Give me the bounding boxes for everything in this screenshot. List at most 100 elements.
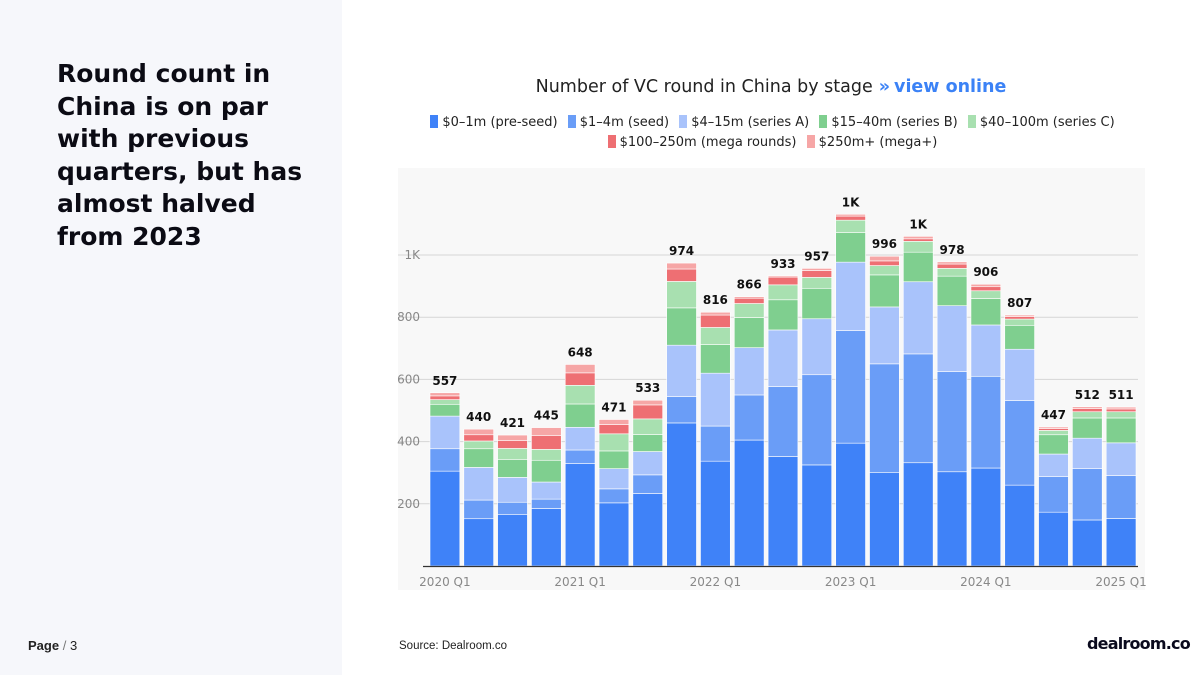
bar-segment-mega_rounds	[463, 434, 494, 442]
bar-segment-series_c	[835, 219, 866, 233]
bar-segment-mega_rounds	[1072, 408, 1103, 413]
bar-segment-mega_plus	[936, 261, 968, 265]
bar-segment-mega_plus	[1004, 314, 1035, 317]
bar-segment-mega_plus	[700, 311, 731, 316]
page-number: 3	[69, 638, 78, 653]
legend-swatch	[607, 135, 616, 148]
bar-segment-series_b	[564, 403, 596, 428]
legend-label: $15–40m (series B)	[831, 115, 958, 130]
bar-segment-pre_seed	[835, 442, 866, 567]
bar-segment-series_a	[767, 329, 799, 387]
bar-total-label: 447	[1041, 408, 1066, 422]
bar-total-label: 421	[500, 416, 525, 430]
bar-segment-series_b	[598, 450, 630, 469]
bar-total-label: 471	[601, 401, 626, 415]
bar-segment-mega_rounds	[970, 286, 1002, 292]
bar-segment-series_c	[564, 385, 596, 405]
bar-segment-seed	[632, 474, 663, 494]
bar-segment-series_c	[869, 265, 900, 276]
bar-segment-series_b	[700, 344, 731, 374]
view-online-link[interactable]: view online	[894, 77, 1007, 97]
legend-label: $100–250m (mega rounds)	[619, 135, 797, 150]
bar-segment-series_b	[1038, 434, 1069, 455]
legend-item-series-b: $15–40m (series B)	[819, 113, 958, 133]
bar-segment-pre_seed	[1105, 518, 1137, 567]
bar-total-label: 906	[973, 265, 998, 279]
bar-segment-series_b	[531, 459, 562, 483]
bar-total-label: 978	[940, 243, 965, 257]
bar-segment-mega_plus	[429, 392, 461, 397]
bar-segment-series_c	[632, 418, 663, 435]
x-tick-label: 2022 Q1	[690, 575, 741, 589]
bar-segment-mega_plus	[1038, 426, 1069, 429]
bar-segment-pre_seed	[632, 493, 663, 567]
bar-segment-series_a	[497, 477, 528, 503]
bar-segment-seed	[801, 374, 833, 466]
x-tick-label: 2024 Q1	[960, 575, 1011, 589]
bar-segment-series_b	[970, 298, 1002, 326]
bar-segment-pre_seed	[801, 464, 833, 567]
legend-item-mega-rounds: $100–250m (mega rounds)	[607, 133, 797, 153]
sidebar-panel	[0, 0, 342, 675]
bar-segment-seed	[903, 353, 934, 464]
bar-segment-pre_seed	[700, 460, 731, 567]
bar-segment-mega_rounds	[632, 404, 663, 420]
bar-total-label: 512	[1075, 388, 1100, 402]
bar-segment-series_c	[598, 433, 630, 452]
bar-segment-series_b	[666, 307, 697, 346]
bar-total-label: 557	[432, 374, 457, 388]
bar-segment-pre_seed	[869, 472, 900, 567]
legend-label: $0–1m (pre-seed)	[442, 115, 558, 130]
x-tick-label: 2021 Q1	[554, 575, 605, 589]
legend-label: $1–4m (seed)	[579, 115, 670, 130]
bar-segment-series_a	[835, 261, 866, 331]
bar-segment-series_a	[564, 426, 596, 451]
bar-segment-pre_seed	[497, 514, 528, 567]
view-online-arrow-icon[interactable]: »	[878, 77, 891, 97]
bar-segment-mega_plus	[903, 236, 934, 240]
legend-swatch	[819, 115, 828, 128]
bar-segment-pre_seed	[1038, 511, 1069, 567]
bar-segment-mega_plus	[463, 428, 494, 436]
bar-segment-series_c	[700, 327, 731, 345]
bar-segment-series_b	[903, 251, 934, 283]
bar-segment-series_c	[497, 448, 528, 460]
dealroom-logo: dealroom.co	[1087, 634, 1191, 653]
bar-total-label: 1K	[909, 217, 927, 231]
bar-segment-series_c	[801, 277, 833, 289]
bar-segment-series_b	[497, 459, 528, 478]
bar-segment-series_a	[970, 324, 1002, 377]
bar-segment-series_b	[801, 287, 833, 320]
bar-segment-mega_rounds	[767, 276, 799, 286]
x-tick-label: 2020 Q1	[419, 575, 470, 589]
bar-segment-seed	[970, 375, 1002, 469]
bar-segment-mega_rounds	[497, 440, 528, 449]
legend-item-seed: $1–4m (seed)	[567, 113, 670, 133]
legend-item-series-c: $40–100m (series C)	[967, 113, 1115, 133]
bar-segment-pre_seed	[903, 462, 934, 567]
bar-total-label: 816	[703, 293, 728, 307]
bar-segment-series_c	[463, 440, 494, 450]
bar-segment-pre_seed	[1004, 484, 1035, 567]
bar-segment-series_c	[666, 281, 697, 309]
bar-segment-mega_rounds	[598, 424, 630, 435]
bar-segment-series_a	[632, 451, 663, 476]
legend-swatch	[967, 115, 976, 128]
bar-total-label: 957	[804, 249, 829, 263]
y-tick-label: 600	[397, 372, 420, 386]
bar-segment-series_a	[801, 318, 833, 376]
source-note: Source: Dealroom.co	[399, 640, 508, 652]
legend-swatch	[806, 135, 815, 148]
bar-segment-series_b	[1072, 417, 1103, 439]
bar-segment-series_a	[666, 344, 697, 397]
bar-segment-mega_plus	[970, 283, 1002, 288]
bar-segment-pre_seed	[666, 422, 697, 567]
bar-segment-mega_plus	[632, 399, 663, 406]
bar-segment-series_c	[970, 290, 1002, 299]
bar-segment-mega_rounds	[700, 314, 731, 328]
bar-segment-seed	[1038, 476, 1069, 513]
y-tick-label: 800	[397, 310, 420, 324]
y-tick-label: 1K	[404, 248, 421, 262]
bar-segment-mega_plus	[666, 262, 697, 270]
legend-swatch	[567, 115, 576, 128]
